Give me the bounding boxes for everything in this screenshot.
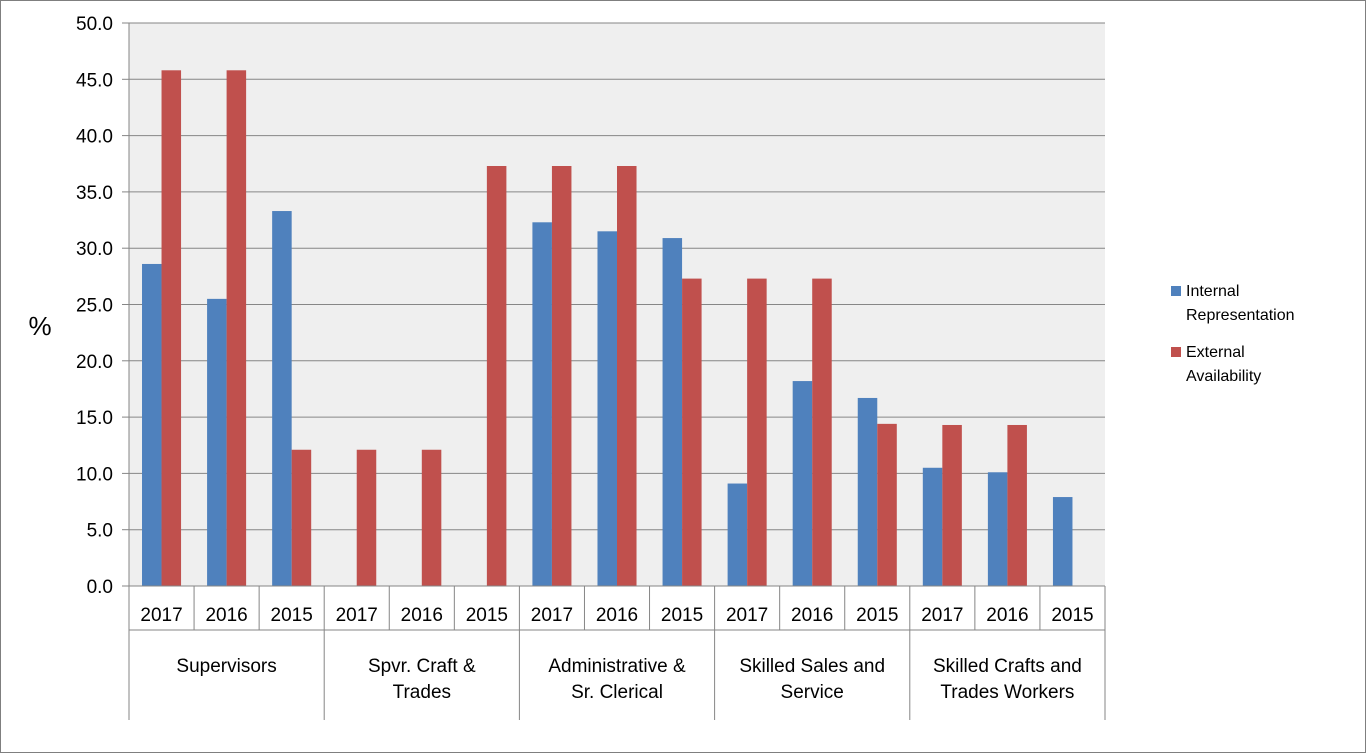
x-year-label: 2015 (1051, 605, 1093, 626)
bar-internal-representation (1052, 497, 1073, 586)
y-tick-label: 45.0 (76, 70, 113, 91)
bar-external-availability (486, 166, 507, 586)
x-year-label: 2015 (271, 605, 313, 626)
legend-label: Availability (1186, 368, 1261, 385)
bar-internal-representation (272, 211, 292, 587)
legend-swatch (1171, 347, 1181, 357)
legend-label: External (1186, 344, 1245, 361)
y-tick-label: 40.0 (76, 127, 113, 148)
bar-internal-representation (662, 238, 683, 586)
x-group-label: Administrative & (548, 656, 686, 677)
x-year-label: 2017 (726, 605, 768, 626)
x-year-label: 2016 (205, 605, 247, 626)
x-year-label: 2017 (140, 605, 182, 626)
bar-internal-representation (142, 263, 162, 586)
bar-external-availability (877, 423, 897, 586)
bar-internal-representation (792, 381, 813, 586)
x-year-label: 2016 (791, 605, 833, 626)
y-tick-label: 35.0 (76, 183, 113, 204)
bar-external-availability (291, 449, 312, 586)
bar-external-availability (942, 424, 962, 586)
legend-label: Internal (1186, 283, 1239, 300)
legend-label: Representation (1186, 307, 1295, 324)
y-tick-label: 5.0 (87, 521, 113, 542)
y-tick-label: 10.0 (76, 464, 113, 485)
x-year-label: 2015 (466, 605, 508, 626)
x-group-label: Skilled Crafts and (933, 656, 1082, 677)
bar-external-availability (682, 278, 702, 586)
x-year-label: 2015 (856, 605, 898, 626)
x-year-label: 2016 (986, 605, 1028, 626)
bar-external-availability (1007, 424, 1027, 586)
bar-internal-representation (597, 231, 617, 586)
bar-external-availability (617, 166, 637, 586)
bar-internal-representation (922, 467, 943, 586)
bar-internal-representation (987, 472, 1008, 586)
y-axis-label: % (28, 311, 51, 341)
bar-external-availability (226, 70, 247, 587)
bar-external-availability (812, 278, 832, 586)
x-group-label: Supervisors (176, 656, 276, 677)
bar-internal-representation (207, 298, 227, 586)
bar-external-availability (551, 166, 572, 586)
x-group-label: Trades Workers (940, 682, 1074, 703)
y-tick-label: 15.0 (76, 408, 113, 429)
x-year-label: 2017 (336, 605, 378, 626)
bar-external-availability (421, 449, 442, 586)
x-group-label: Service (781, 682, 844, 703)
y-tick-label: 25.0 (76, 296, 113, 317)
bar-internal-representation (532, 222, 552, 587)
x-year-label: 2016 (596, 605, 638, 626)
y-tick-label: 20.0 (76, 352, 113, 373)
bar-external-availability (747, 278, 767, 586)
x-group-label: Spvr. Craft & (368, 656, 476, 677)
legend-swatch (1171, 286, 1181, 296)
x-group-label: Trades (393, 682, 451, 703)
bar-external-availability (356, 449, 377, 586)
y-tick-label: 30.0 (76, 239, 113, 260)
x-year-label: 2016 (401, 605, 443, 626)
x-group-label: Sr. Clerical (571, 682, 663, 703)
y-tick-label: 0.0 (87, 577, 113, 598)
x-year-label: 2017 (531, 605, 573, 626)
bar-internal-representation (727, 483, 748, 586)
x-group-label: Skilled Sales and (739, 656, 885, 677)
x-year-label: 2015 (661, 605, 703, 626)
bar-internal-representation (857, 397, 878, 586)
bar-external-availability (161, 70, 182, 587)
x-year-label: 2017 (921, 605, 963, 626)
y-tick-label: 50.0 (76, 14, 113, 35)
